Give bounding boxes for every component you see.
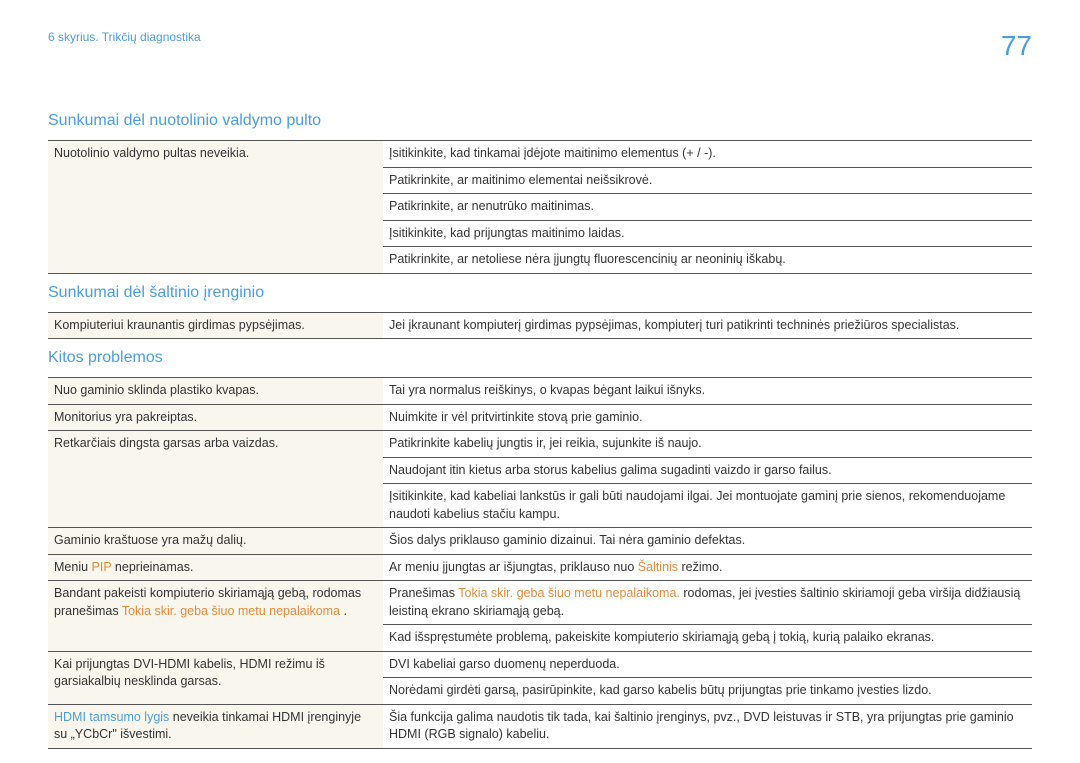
solution-cell: Šia funkcija galima naudotis tik tada, k…: [383, 704, 1032, 748]
solution-cell: Nuimkite ir vėl pritvirtinkite stovą pri…: [383, 404, 1032, 431]
solution-cell: Patikrinkite, ar netoliese nėra įjungtų …: [383, 247, 1032, 274]
section-title-other: Kitos problemos: [48, 349, 1032, 367]
page-number: 77: [1001, 30, 1032, 62]
solution-cell: Pranešimas Tokia skir. geba šiuo metu ne…: [383, 581, 1032, 625]
solution-cell: Norėdami girdėti garsą, pasirūpinkite, k…: [383, 678, 1032, 705]
problem-cell: Kompiuteriui kraunantis girdimas pypsėji…: [48, 312, 383, 339]
table-other: Nuo gaminio sklinda plastiko kvapas. Tai…: [48, 377, 1032, 749]
solution-cell: Įsitikinkite, kad kabeliai lankstūs ir g…: [383, 484, 1032, 528]
section-title-source: Sunkumai dėl šaltinio įrenginio: [48, 284, 1032, 302]
solution-cell: Kad išspręstumėte problemą, pakeiskite k…: [383, 625, 1032, 652]
solution-cell: DVI kabeliai garso duomenų neperduoda.: [383, 651, 1032, 678]
solution-cell: Šios dalys priklauso gaminio dizainui. T…: [383, 528, 1032, 555]
problem-cell: Bandant pakeisti kompiuterio skiriamąją …: [48, 581, 383, 652]
solution-cell: Ar meniu įjungtas ar išjungtas, priklaus…: [383, 554, 1032, 581]
problem-cell: Gaminio kraštuose yra mažų dalių.: [48, 528, 383, 555]
solution-cell: Patikrinkite, ar maitinimo elementai nei…: [383, 167, 1032, 194]
solution-cell: Patikrinkite, ar nenutrūko maitinimas.: [383, 194, 1032, 221]
solution-cell: Jei įkraunant kompiuterį girdimas pypsėj…: [383, 312, 1032, 339]
chapter-label: 6 skyrius. Trikčių diagnostika: [48, 30, 201, 44]
problem-cell: Kai prijungtas DVI-HDMI kabelis, HDMI re…: [48, 651, 383, 704]
solution-cell: Įsitikinkite, kad prijungtas maitinimo l…: [383, 220, 1032, 247]
solution-cell: Įsitikinkite, kad tinkamai įdėjote maiti…: [383, 141, 1032, 168]
problem-cell: Nuo gaminio sklinda plastiko kvapas.: [48, 378, 383, 405]
problem-cell: Monitorius yra pakreiptas.: [48, 404, 383, 431]
problem-cell: Meniu PIP neprieinamas.: [48, 554, 383, 581]
section-title-remote: Sunkumai dėl nuotolinio valdymo pulto: [48, 112, 1032, 130]
page-header: 6 skyrius. Trikčių diagnostika 77: [48, 30, 1032, 62]
table-remote: Nuotolinio valdymo pultas neveikia. Įsit…: [48, 140, 1032, 274]
problem-cell: Nuotolinio valdymo pultas neveikia.: [48, 141, 383, 274]
solution-cell: Naudojant itin kietus arba storus kabeli…: [383, 457, 1032, 484]
solution-cell: Patikrinkite kabelių jungtis ir, jei rei…: [383, 431, 1032, 458]
problem-cell: Retkarčiais dingsta garsas arba vaizdas.: [48, 431, 383, 528]
problem-cell: HDMI tamsumo lygis neveikia tinkamai HDM…: [48, 704, 383, 748]
solution-cell: Tai yra normalus reiškinys, o kvapas bėg…: [383, 378, 1032, 405]
table-source: Kompiuteriui kraunantis girdimas pypsėji…: [48, 312, 1032, 340]
